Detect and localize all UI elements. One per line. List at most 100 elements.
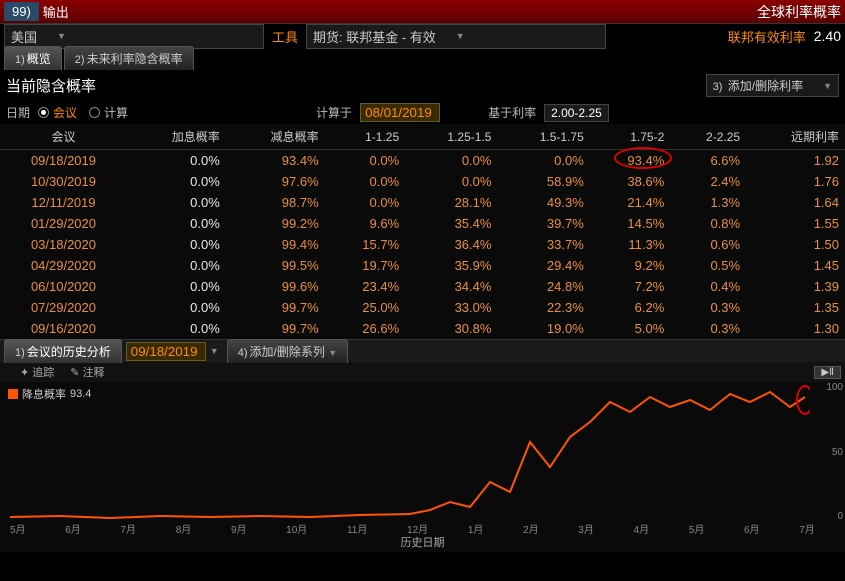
controls-row: 日期 会议 计算 计算于 基于利率 2.00-2.25 xyxy=(0,101,845,124)
tool-label: 工具 xyxy=(272,27,298,46)
cell: 0.0% xyxy=(127,255,226,276)
mode-radio-group: 会议 计算 xyxy=(38,104,128,121)
cell: 58.9% xyxy=(497,171,589,192)
table-row[interactable]: 12/11/20190.0%98.7%0.0%28.1%49.3%21.4%1.… xyxy=(0,192,845,213)
cell: 11.3% xyxy=(590,234,671,255)
cell: 99.7% xyxy=(226,318,325,339)
radio-calc[interactable]: 计算 xyxy=(89,104,128,121)
section-header: 当前隐含概率 3) 添加/删除利率 ▼ xyxy=(0,70,845,101)
cell: 99.5% xyxy=(226,255,325,276)
chevron-down-icon: ▼ xyxy=(823,81,832,91)
radio-meeting[interactable]: 会议 xyxy=(38,104,77,121)
play-button[interactable]: ▶Ⅱ xyxy=(814,366,841,379)
chart-date-input[interactable] xyxy=(126,342,206,361)
x-axis-title: 历史日期 xyxy=(0,534,845,550)
track-button[interactable]: ✦ 追踪 xyxy=(20,364,54,380)
chart-tabs-row: 1)会议的历史分析 ▼ 4)添加/删除系列 ▼ xyxy=(0,340,845,362)
tab-overview[interactable]: 1)概览 xyxy=(4,46,62,70)
col-header[interactable]: 2-2.25 xyxy=(670,124,746,150)
filter-row: 美国 ▼ 工具 期货: 联邦基金 - 有效 ▼ 联邦有效利率 2.40 xyxy=(0,24,845,48)
col-header[interactable]: 1.75-2 xyxy=(590,124,671,150)
cell: 0.0% xyxy=(127,213,226,234)
probability-table: 会议加息概率减息概率1-1.251.25-1.51.5-1.751.75-22-… xyxy=(0,124,845,339)
cell: 0.3% xyxy=(670,318,746,339)
col-header[interactable]: 减息概率 xyxy=(226,124,325,150)
country-dropdown[interactable]: 美国 ▼ xyxy=(4,24,264,49)
cell: 29.4% xyxy=(497,255,589,276)
meeting-date: 07/29/2020 xyxy=(0,297,127,318)
instrument-dropdown[interactable]: 期货: 联邦基金 - 有效 ▼ xyxy=(306,24,606,49)
col-header[interactable]: 加息概率 xyxy=(127,124,226,150)
radio-icon xyxy=(89,107,100,118)
cell: 35.9% xyxy=(405,255,497,276)
cell: 28.1% xyxy=(405,192,497,213)
cell: 39.7% xyxy=(497,213,589,234)
instrument-value: 期货: 联邦基金 - 有效 xyxy=(313,27,436,46)
cell: 33.0% xyxy=(405,297,497,318)
table-row[interactable]: 01/29/20200.0%99.2%9.6%35.4%39.7%14.5%0.… xyxy=(0,213,845,234)
cell: 26.6% xyxy=(325,318,406,339)
table-row[interactable]: 10/30/20190.0%97.6%0.0%0.0%58.9%38.6%2.4… xyxy=(0,171,845,192)
line-chart xyxy=(10,382,810,522)
col-header[interactable]: 远期利率 xyxy=(746,124,845,150)
meeting-date: 10/30/2019 xyxy=(0,171,127,192)
cell: 99.4% xyxy=(226,234,325,255)
cell: 49.3% xyxy=(497,192,589,213)
cmd-code[interactable]: 99) xyxy=(4,2,39,21)
cell: 0.0% xyxy=(325,150,406,172)
col-header[interactable]: 1.25-1.5 xyxy=(405,124,497,150)
cell: 0.0% xyxy=(127,234,226,255)
calc-label: 计算于 xyxy=(316,104,352,121)
cell: 1.64 xyxy=(746,192,845,213)
col-header[interactable]: 1.5-1.75 xyxy=(497,124,589,150)
meeting-date: 03/18/2020 xyxy=(0,234,127,255)
cell: 1.30 xyxy=(746,318,845,339)
cell: 1.39 xyxy=(746,276,845,297)
cell: 19.7% xyxy=(325,255,406,276)
cell: 6.6% xyxy=(670,150,746,172)
cell: 0.0% xyxy=(497,150,589,172)
add-remove-series[interactable]: 4)添加/删除系列 ▼ xyxy=(227,339,348,363)
y-axis: 100500 xyxy=(826,382,843,522)
tab-future-rates[interactable]: 2)未来利率隐含概率 xyxy=(64,46,194,70)
output-label: 输出 xyxy=(43,2,69,21)
cell: 5.0% xyxy=(590,318,671,339)
annotate-button[interactable]: ✎ 注释 xyxy=(70,364,104,380)
rate-label: 联邦有效利率 xyxy=(728,27,806,46)
chevron-down-icon[interactable]: ▼ xyxy=(210,346,219,356)
chevron-down-icon: ▼ xyxy=(456,31,465,41)
col-header[interactable]: 1-1.25 xyxy=(325,124,406,150)
cell: 0.5% xyxy=(670,255,746,276)
table-row[interactable]: 04/29/20200.0%99.5%19.7%35.9%29.4%9.2%0.… xyxy=(0,255,845,276)
col-header[interactable]: 会议 xyxy=(0,124,127,150)
calc-date-input[interactable] xyxy=(360,103,440,122)
cell: 23.4% xyxy=(325,276,406,297)
chart-tab-history[interactable]: 1)会议的历史分析 xyxy=(4,339,122,363)
cell: 33.7% xyxy=(497,234,589,255)
table-row[interactable]: 09/18/20190.0%93.4%0.0%0.0%0.0%93.4%6.6%… xyxy=(0,150,845,172)
add-remove-rates-dropdown[interactable]: 3) 添加/删除利率 ▼ xyxy=(706,74,839,97)
cell: 7.2% xyxy=(590,276,671,297)
table-row[interactable]: 07/29/20200.0%99.7%25.0%33.0%22.3%6.2%0.… xyxy=(0,297,845,318)
cell: 36.4% xyxy=(405,234,497,255)
table-row[interactable]: 09/16/20200.0%99.7%26.6%30.8%19.0%5.0%0.… xyxy=(0,318,845,339)
cell: 21.4% xyxy=(590,192,671,213)
cell: 15.7% xyxy=(325,234,406,255)
cell: 24.8% xyxy=(497,276,589,297)
table-row[interactable]: 03/18/20200.0%99.4%15.7%36.4%33.7%11.3%0… xyxy=(0,234,845,255)
cell: 0.3% xyxy=(670,297,746,318)
cell: 1.3% xyxy=(670,192,746,213)
table-row[interactable]: 06/10/20200.0%99.6%23.4%34.4%24.8%7.2%0.… xyxy=(0,276,845,297)
cell: 0.4% xyxy=(670,276,746,297)
cell: 25.0% xyxy=(325,297,406,318)
cell: 9.6% xyxy=(325,213,406,234)
cell: 30.8% xyxy=(405,318,497,339)
radio-icon xyxy=(38,107,49,118)
cell: 22.3% xyxy=(497,297,589,318)
cell: 98.7% xyxy=(226,192,325,213)
cell: 0.0% xyxy=(405,171,497,192)
cell: 0.0% xyxy=(325,192,406,213)
cell: 0.8% xyxy=(670,213,746,234)
cell: 93.4% xyxy=(226,150,325,172)
chart-body[interactable]: 降息概率 93.4 100500 5月6月7月8月9月10月11月12月1月2月… xyxy=(0,382,845,552)
